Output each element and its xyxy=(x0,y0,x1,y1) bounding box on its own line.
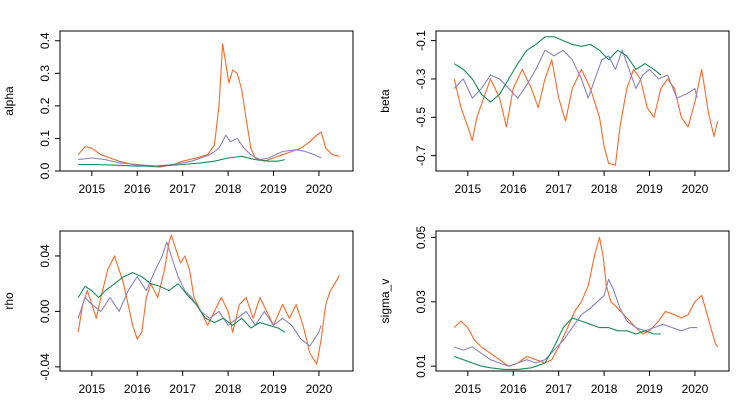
y-tick-label: -0.3 xyxy=(414,68,428,89)
x-tick-label: 2016 xyxy=(500,382,527,396)
x-tick-label: 2015 xyxy=(78,182,105,196)
series-line-green xyxy=(454,317,661,370)
series-line-green xyxy=(453,36,662,103)
x-tick-label: 2015 xyxy=(78,382,105,396)
x-tick-label: 2018 xyxy=(215,182,242,196)
panel-sigma-v: 2015 2016 2017 2018 2019 2020 0.01 0.03 0.05 sigm… xyxy=(378,225,730,396)
series-line-green xyxy=(78,155,286,167)
x-tick-label: 2015 xyxy=(454,382,481,396)
x-tick-label: 2020 xyxy=(682,382,709,396)
series-line-purple xyxy=(453,49,698,99)
x-tick-label: 2019 xyxy=(636,382,663,396)
y-tick-label: -0.1 xyxy=(414,30,428,51)
x-tick-label: 2015 xyxy=(454,182,481,196)
x-tick-label: 2018 xyxy=(591,382,618,396)
plot-frame xyxy=(435,30,730,172)
panel-beta: 2015 2016 2017 2018 2019 2020 -0.1 -0.3 -0.5 -0.7… xyxy=(378,30,730,196)
y-tick-label: 0.03 xyxy=(414,290,428,314)
y-axis-label: sigma_v xyxy=(378,279,392,324)
y-tick-label: -0.5 xyxy=(414,107,428,128)
x-tick-label: 2019 xyxy=(260,382,287,396)
x-tick-label: 2017 xyxy=(169,182,196,196)
y-tick-label: 0.2 xyxy=(38,97,52,114)
series-line-green xyxy=(77,272,286,333)
series-line-orange xyxy=(453,59,719,166)
panel-alpha: 2015 2016 2017 2018 2019 2020 0.0 0.1 0.2 0.3 0.4 a… xyxy=(2,30,354,196)
series-line-orange xyxy=(77,234,340,365)
x-tick-label: 2020 xyxy=(682,182,709,196)
y-axis-label: beta xyxy=(378,89,392,113)
series-line-orange xyxy=(77,43,340,168)
y-tick-label: -0.04 xyxy=(38,353,52,381)
x-tick-label: 2016 xyxy=(124,382,151,396)
y-tick-label: 0.4 xyxy=(38,32,52,49)
x-tick-label: 2020 xyxy=(306,182,333,196)
series-line-orange xyxy=(453,236,719,367)
y-tick-label: 0.01 xyxy=(414,354,428,378)
x-tick-label: 2018 xyxy=(591,182,618,196)
x-tick-label: 2019 xyxy=(260,182,287,196)
x-tick-label: 2020 xyxy=(306,382,333,396)
plot-frame xyxy=(59,230,354,372)
plot-frame xyxy=(59,30,354,172)
series-line-purple xyxy=(78,134,322,167)
x-tick-label: 2018 xyxy=(215,382,242,396)
y-tick-label: -0.7 xyxy=(414,145,428,166)
y-tick-label: 0.3 xyxy=(38,65,52,82)
y-tick-label: 0.04 xyxy=(38,244,52,268)
x-tick-label: 2017 xyxy=(545,182,572,196)
panel-rho: 2015 2016 2017 2018 2019 2020 -0.04 0.00 0.04 rho xyxy=(2,230,354,396)
plot-frame xyxy=(435,230,730,372)
x-tick-label: 2017 xyxy=(545,382,572,396)
x-tick-label: 2016 xyxy=(500,182,527,196)
x-tick-label: 2017 xyxy=(169,382,196,396)
y-axis-label: alpha xyxy=(2,86,16,116)
y-axis-label: rho xyxy=(2,292,16,310)
y-tick-label: 0.00 xyxy=(38,299,52,323)
y-tick-label: 0.0 xyxy=(38,162,52,179)
x-tick-label: 2019 xyxy=(636,182,663,196)
series-line-purple xyxy=(454,278,698,367)
y-tick-label: 0.1 xyxy=(38,130,52,147)
series-line-purple xyxy=(77,241,322,347)
x-tick-label: 2016 xyxy=(124,182,151,196)
y-tick-label: 0.05 xyxy=(414,225,428,249)
